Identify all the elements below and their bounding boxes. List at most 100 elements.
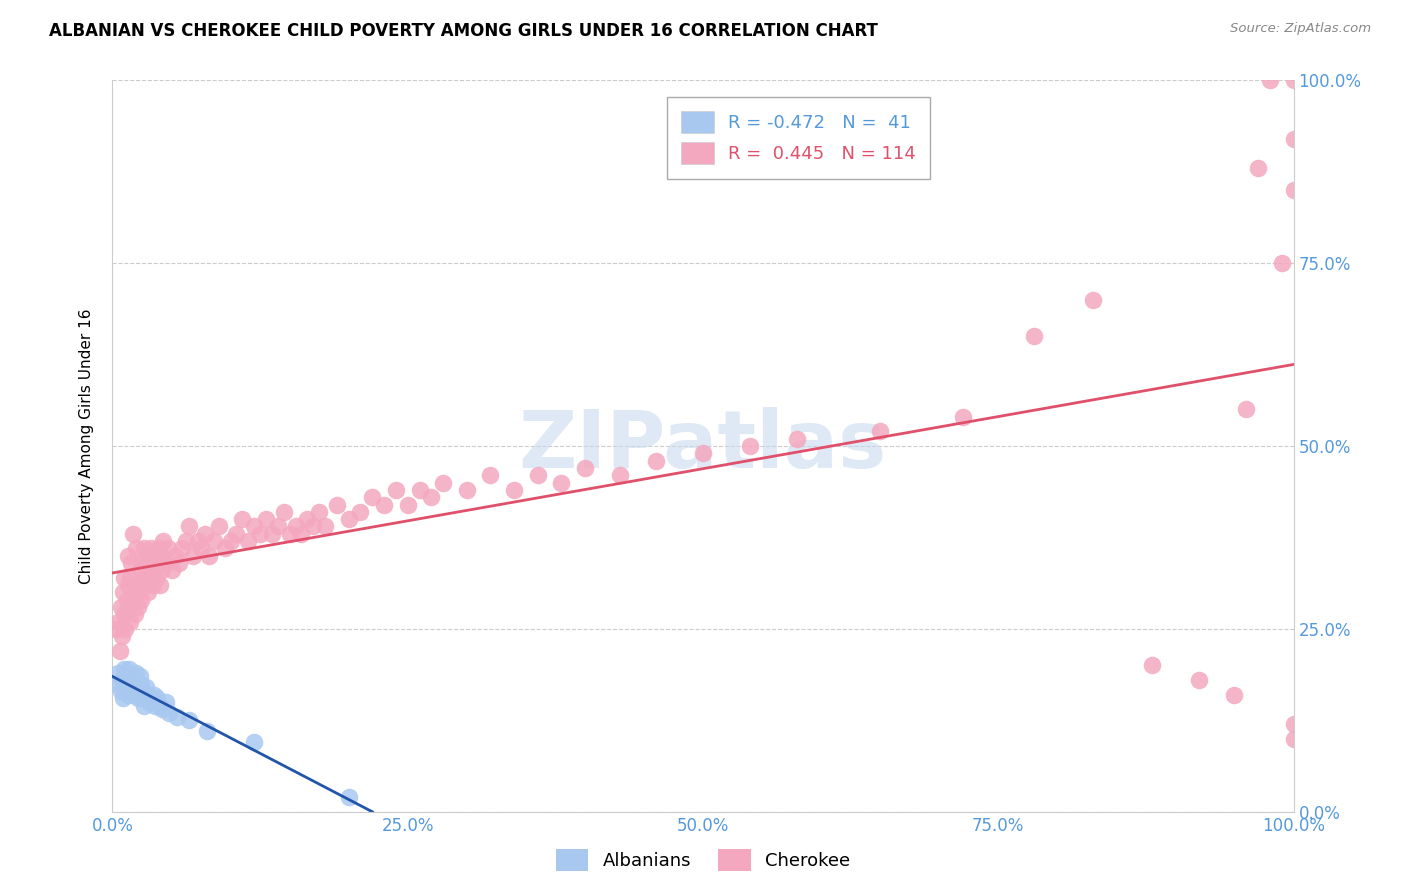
Point (214, 541, 236, 556)
Point (129, 592, 152, 607)
Point (122, 684, 145, 698)
Point (124, 607, 146, 622)
Point (150, 563, 173, 577)
Legend: Albanians, Cherokee: Albanians, Cherokee (548, 842, 858, 879)
Point (118, 662, 141, 676)
Point (1258, 73, 1281, 87)
Point (125, 673, 148, 687)
Point (115, 592, 138, 607)
Point (225, 526, 247, 541)
Point (135, 681, 157, 695)
Point (243, 519, 266, 533)
Point (120, 669, 142, 683)
Point (145, 571, 167, 585)
Point (157, 706, 180, 720)
Point (131, 571, 153, 585)
Point (208, 519, 231, 533)
Point (121, 681, 143, 695)
Text: ALBANIAN VS CHEROKEE CHILD POVERTY AMONG GIRLS UNDER 16 CORRELATION CHART: ALBANIAN VS CHEROKEE CHILD POVERTY AMONG… (49, 22, 879, 40)
Point (112, 607, 135, 622)
Point (110, 684, 132, 698)
Point (146, 691, 169, 706)
Point (156, 541, 179, 556)
Point (143, 698, 166, 713)
Point (190, 541, 212, 556)
Point (167, 556, 190, 570)
Point (1234, 402, 1257, 417)
Point (337, 512, 360, 526)
Point (243, 735, 266, 749)
Point (231, 512, 253, 526)
Point (1282, 717, 1305, 731)
Point (131, 684, 153, 698)
Point (194, 526, 217, 541)
Point (127, 684, 149, 698)
Point (260, 526, 283, 541)
Point (155, 695, 177, 709)
Point (112, 669, 135, 683)
Point (1282, 73, 1305, 87)
Point (114, 622, 136, 636)
Point (141, 541, 163, 556)
Point (267, 519, 290, 533)
Point (1282, 731, 1305, 746)
Point (111, 673, 134, 687)
Point (952, 409, 974, 424)
Point (238, 534, 260, 549)
Point (146, 556, 169, 570)
Point (111, 629, 134, 643)
Point (179, 519, 201, 533)
Point (198, 549, 221, 563)
Point (148, 541, 170, 556)
Point (1247, 161, 1270, 175)
Point (609, 468, 631, 483)
Legend: R = -0.472   N =  41, R =  0.445   N = 114: R = -0.472 N = 41, R = 0.445 N = 114 (666, 96, 931, 178)
Point (120, 676, 142, 690)
Point (125, 665, 148, 680)
Point (219, 534, 242, 549)
Point (326, 498, 349, 512)
Point (107, 665, 129, 680)
Text: Source: ZipAtlas.com: Source: ZipAtlas.com (1230, 22, 1371, 36)
Point (692, 446, 714, 460)
Point (107, 676, 129, 690)
Point (120, 556, 142, 570)
Point (132, 556, 155, 570)
Point (120, 571, 142, 585)
Point (1282, 183, 1305, 197)
Point (149, 578, 172, 592)
Point (202, 534, 225, 549)
Point (128, 563, 150, 577)
Point (143, 549, 166, 563)
Point (278, 526, 301, 541)
Point (122, 592, 145, 607)
Point (181, 549, 204, 563)
Point (117, 549, 139, 563)
Point (1022, 329, 1045, 343)
Point (136, 585, 159, 599)
Point (120, 615, 142, 629)
Point (1188, 673, 1211, 687)
Point (125, 541, 148, 556)
Point (740, 439, 762, 453)
Point (349, 505, 371, 519)
Point (396, 498, 419, 512)
Point (152, 534, 174, 549)
Point (127, 691, 149, 706)
Point (135, 549, 157, 563)
Point (108, 644, 131, 658)
Point (786, 432, 808, 446)
Point (121, 526, 143, 541)
Point (172, 541, 194, 556)
Point (125, 585, 148, 599)
Point (574, 461, 596, 475)
Point (105, 622, 128, 636)
Point (134, 698, 156, 713)
Y-axis label: Child Poverty Among Girls Under 16: Child Poverty Among Girls Under 16 (79, 309, 94, 583)
Point (526, 468, 548, 483)
Point (135, 578, 157, 592)
Point (128, 669, 150, 683)
Point (361, 490, 384, 504)
Point (503, 483, 526, 497)
Point (165, 549, 187, 563)
